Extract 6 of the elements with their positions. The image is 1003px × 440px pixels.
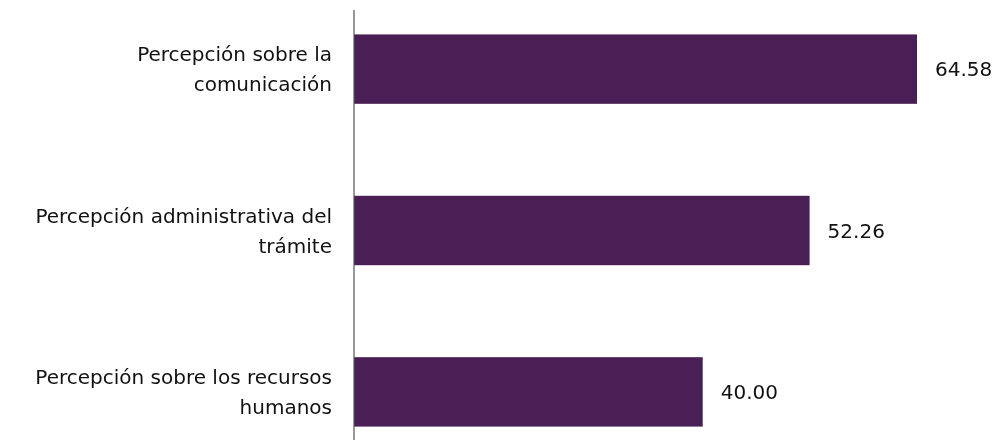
data-label: 40.00: [720, 379, 778, 404]
y-tick-label: Percepción sobre los recursos humanos: [35, 364, 332, 419]
data-label: 52.26: [827, 218, 885, 243]
y-tick-label: Percepción sobre la comunicación: [137, 42, 332, 97]
data-label: 64.58: [935, 57, 993, 82]
y-tick-label: Percepción administrativa del trámite: [35, 203, 332, 258]
